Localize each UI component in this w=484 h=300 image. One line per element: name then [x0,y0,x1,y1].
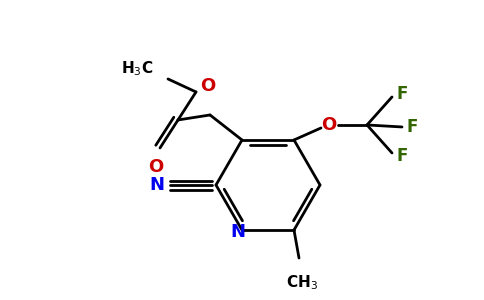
Text: CH$_3$: CH$_3$ [286,273,318,292]
Text: O: O [321,116,337,134]
Text: O: O [200,77,215,95]
Text: N: N [230,223,245,241]
Text: H$_3$C: H$_3$C [121,60,153,78]
Text: F: F [407,118,418,136]
Text: F: F [397,147,408,165]
Text: O: O [149,158,164,176]
Text: N: N [149,176,164,194]
Text: F: F [397,85,408,103]
